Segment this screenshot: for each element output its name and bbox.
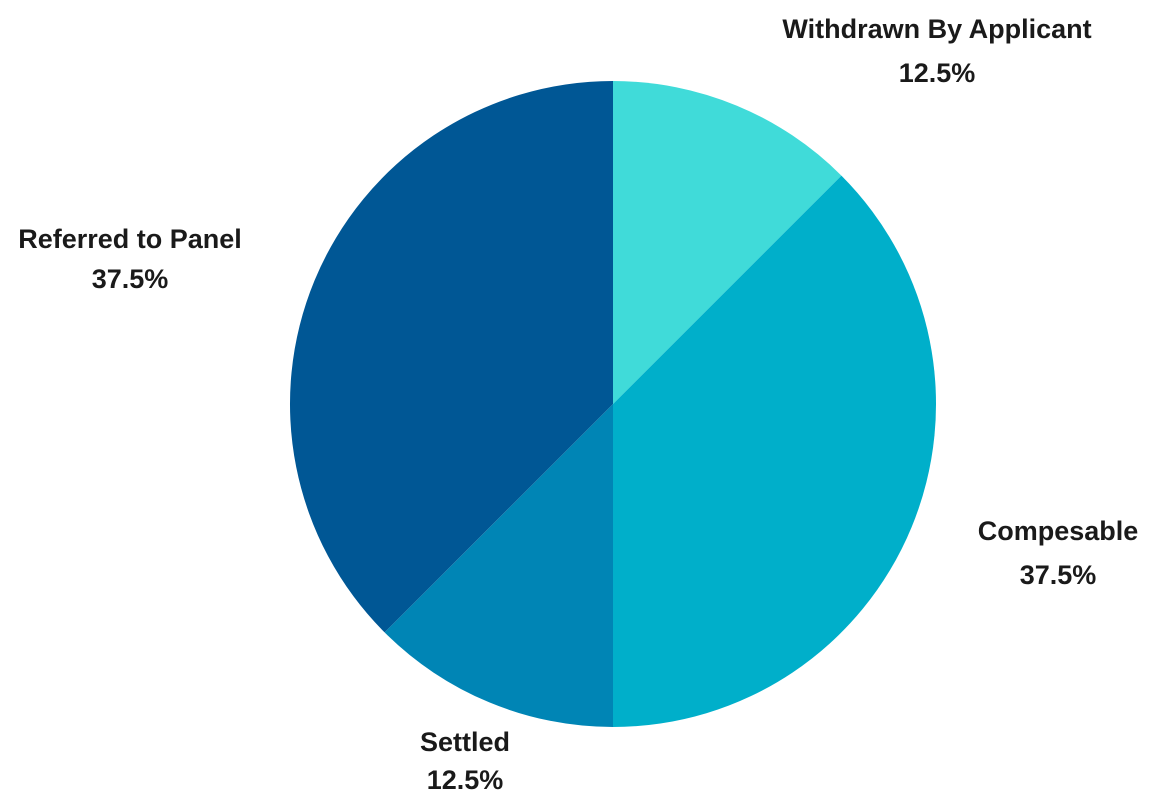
slice-label-name: Withdrawn By Applicant: [782, 14, 1091, 44]
slice-labels: Withdrawn By Applicant 12.5% Compesable 37.…: [18, 14, 1138, 795]
slice-label-name: Settled: [420, 727, 510, 757]
pie-slice-settled: [384, 404, 613, 727]
slice-label-name: Compesable: [978, 516, 1139, 546]
slice-label-value: 12.5%: [427, 765, 504, 795]
pie-slice-referred-to-panel: [289, 80, 613, 633]
pie-slice-compesable: [613, 175, 937, 728]
slice-label-value: 12.5%: [899, 58, 976, 88]
slice-label-value: 37.5%: [92, 264, 169, 294]
pie-slices: [289, 80, 937, 728]
slice-label-value: 37.5%: [1020, 560, 1097, 590]
pie-slice-withdrawn-by-applicant: [613, 81, 842, 404]
slice-label-name: Referred to Panel: [18, 224, 242, 254]
